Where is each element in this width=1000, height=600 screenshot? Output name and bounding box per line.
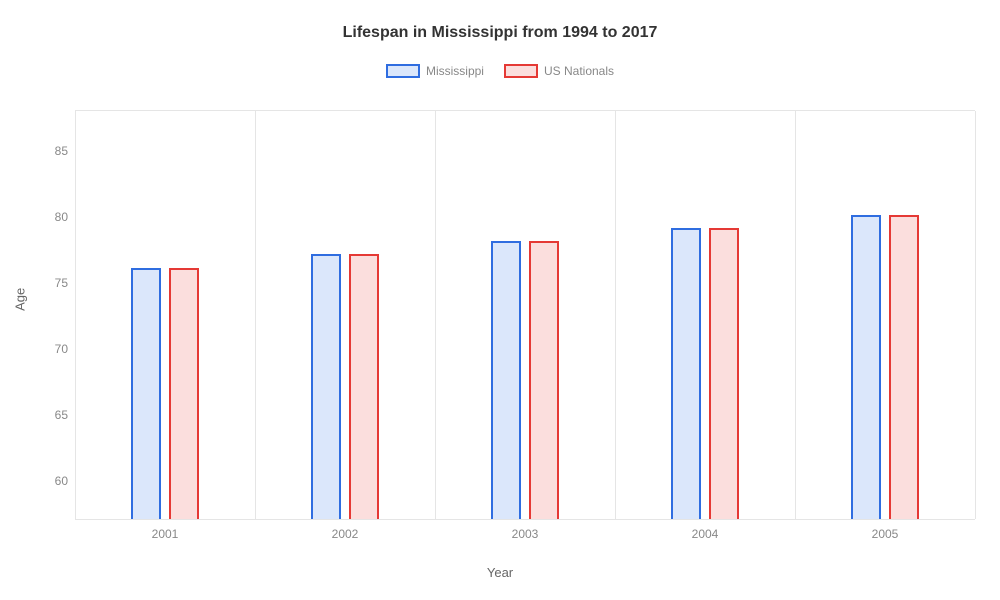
bar bbox=[491, 241, 521, 519]
y-tick: 65 bbox=[40, 408, 68, 422]
legend-swatch-usnationals bbox=[504, 64, 538, 78]
y-tick: 70 bbox=[40, 342, 68, 356]
gridline bbox=[75, 111, 76, 519]
y-tick: 80 bbox=[40, 210, 68, 224]
x-tick: 2005 bbox=[872, 527, 899, 541]
y-tick: 85 bbox=[40, 144, 68, 158]
chart-title: Lifespan in Mississippi from 1994 to 201… bbox=[0, 0, 1000, 42]
legend: Mississippi US Nationals bbox=[0, 64, 1000, 78]
y-tick: 75 bbox=[40, 276, 68, 290]
gridline bbox=[435, 111, 436, 519]
bar bbox=[889, 215, 919, 519]
x-tick: 2004 bbox=[692, 527, 719, 541]
x-axis-label: Year bbox=[0, 565, 1000, 580]
gridline bbox=[615, 111, 616, 519]
bar bbox=[169, 268, 199, 519]
y-tick: 60 bbox=[40, 474, 68, 488]
x-tick: 2003 bbox=[512, 527, 539, 541]
x-tick: 2001 bbox=[152, 527, 179, 541]
gridline bbox=[255, 111, 256, 519]
bar bbox=[851, 215, 881, 519]
legend-label-mississippi: Mississippi bbox=[426, 64, 484, 78]
plot-area: 60657075808520012002200320042005 bbox=[75, 110, 975, 520]
chart-container: Lifespan in Mississippi from 1994 to 201… bbox=[0, 0, 1000, 600]
bar bbox=[529, 241, 559, 519]
gridline bbox=[975, 111, 976, 519]
bar bbox=[349, 254, 379, 519]
legend-item-usnationals: US Nationals bbox=[504, 64, 614, 78]
legend-swatch-mississippi bbox=[386, 64, 420, 78]
legend-item-mississippi: Mississippi bbox=[386, 64, 484, 78]
bar bbox=[311, 254, 341, 519]
gridline bbox=[795, 111, 796, 519]
legend-label-usnationals: US Nationals bbox=[544, 64, 614, 78]
y-axis-label: Age bbox=[13, 288, 28, 311]
x-tick: 2002 bbox=[332, 527, 359, 541]
bar bbox=[131, 268, 161, 519]
bar bbox=[709, 228, 739, 519]
bar bbox=[671, 228, 701, 519]
